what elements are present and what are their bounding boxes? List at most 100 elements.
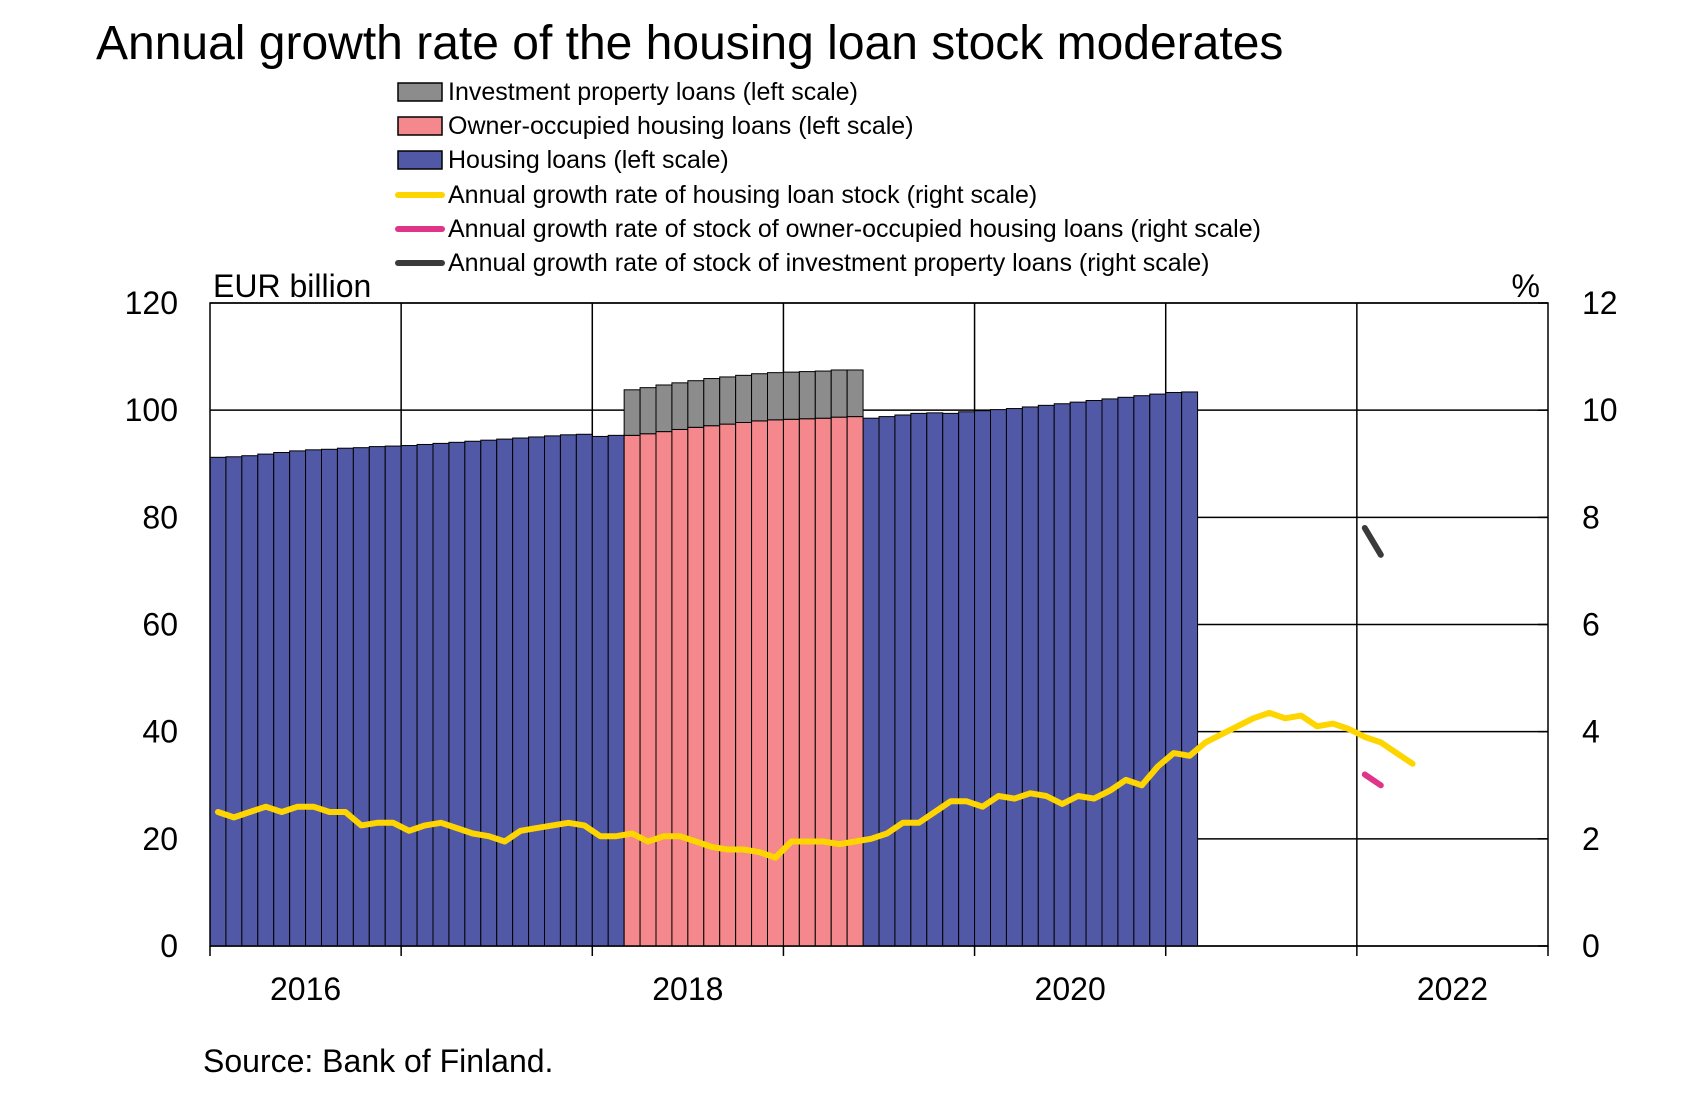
bar-owner-occupied bbox=[671, 428, 689, 947]
growth-lines bbox=[215, 525, 1416, 861]
axis-ticks: 0 0 20 2 40 4 60 6 80 8 100 10 120 12 2016 2018 2020 2022 bbox=[125, 285, 1618, 1007]
bar-housing-loans bbox=[1005, 408, 1023, 947]
right-tick-label: 4 bbox=[1582, 714, 1600, 750]
bar-housing-loans bbox=[990, 409, 1007, 947]
bar-owner-occupied bbox=[655, 431, 673, 947]
bar-investment-property bbox=[735, 374, 753, 423]
legend-label-housing-loans: Housing loans (left scale) bbox=[448, 146, 729, 174]
bar-housing-loans bbox=[416, 443, 434, 947]
bar-housing-loans bbox=[273, 451, 291, 947]
bar-housing-loans bbox=[878, 416, 896, 947]
bar-owner-occupied bbox=[767, 419, 784, 947]
right-tick-label: 8 bbox=[1582, 499, 1600, 535]
left-tick-label: 120 bbox=[125, 285, 178, 321]
legend-swatch-investment-property bbox=[397, 82, 443, 102]
legend-label-growth-housing: Annual growth rate of housing loan stock… bbox=[448, 181, 1037, 209]
right-tick-label: 10 bbox=[1582, 392, 1618, 428]
line-growth-owner-occupied bbox=[1361, 771, 1384, 789]
bar-investment-property bbox=[719, 376, 737, 425]
bar-housing-loans bbox=[464, 440, 482, 947]
bar-housing-loans bbox=[1181, 391, 1199, 947]
bar-housing-loans bbox=[974, 410, 991, 947]
bar-housing-loans bbox=[1165, 391, 1183, 947]
bar-housing-loans bbox=[1085, 400, 1103, 947]
bar-investment-property bbox=[623, 389, 641, 436]
bar-housing-loans bbox=[942, 412, 960, 947]
legend-label-growth-investment: Annual growth rate of stock of investmen… bbox=[448, 249, 1209, 277]
x-tick-label: 2018 bbox=[652, 971, 723, 1007]
bar-owner-occupied bbox=[719, 423, 737, 947]
left-tick-label: 40 bbox=[142, 714, 178, 750]
bar-investment-property bbox=[767, 372, 784, 421]
right-tick-label: 2 bbox=[1582, 821, 1600, 857]
left-tick-label: 60 bbox=[142, 607, 178, 643]
bar-housing-loans bbox=[544, 435, 561, 947]
line-growth-investment-property bbox=[1361, 525, 1384, 558]
bar-housing-loans bbox=[225, 456, 243, 947]
bar-investment-property bbox=[846, 369, 864, 418]
bar-investment-property bbox=[814, 370, 832, 419]
x-tick-label: 2022 bbox=[1417, 971, 1488, 1007]
bar-housing-loans bbox=[305, 449, 323, 947]
left-tick-label: 20 bbox=[142, 821, 178, 857]
left-tick-label: 0 bbox=[160, 928, 178, 964]
bar-owner-occupied bbox=[846, 416, 864, 947]
bar-investment-property bbox=[639, 387, 657, 435]
bar-housing-loans bbox=[1037, 404, 1055, 947]
bar-housing-loans bbox=[289, 450, 307, 947]
bar-housing-loans bbox=[894, 414, 912, 947]
bar-housing-loans bbox=[241, 455, 259, 947]
bar-investment-property bbox=[830, 369, 848, 418]
bar-housing-loans bbox=[910, 412, 928, 947]
bar-housing-loans bbox=[1101, 398, 1119, 947]
bar-housing-loans bbox=[400, 445, 418, 947]
bar-housing-loans bbox=[528, 436, 545, 947]
x-tick-label: 2020 bbox=[1035, 971, 1106, 1007]
bar-housing-loans bbox=[1021, 406, 1039, 947]
source-note: Source: Bank of Finland. bbox=[203, 1043, 553, 1079]
bar-housing-loans bbox=[1133, 395, 1151, 947]
bar-housing-loans bbox=[384, 445, 402, 947]
right-tick-label: 12 bbox=[1582, 285, 1618, 321]
legend-label-growth-owner-occupied: Annual growth rate of stock of owner-occ… bbox=[448, 215, 1261, 243]
right-axis-label: % bbox=[1512, 268, 1540, 304]
bar-housing-loans bbox=[257, 453, 275, 947]
bar-owner-occupied bbox=[830, 416, 848, 947]
bar-owner-occupied bbox=[782, 418, 800, 947]
bar-housing-loans bbox=[321, 448, 338, 947]
right-tick-label: 6 bbox=[1582, 607, 1600, 643]
bars bbox=[209, 369, 1199, 947]
bar-owner-occupied bbox=[798, 418, 816, 947]
left-tick-label: 100 bbox=[125, 392, 178, 428]
bar-housing-loans bbox=[1117, 396, 1135, 947]
bar-investment-property bbox=[782, 371, 800, 420]
bar-housing-loans bbox=[575, 433, 593, 947]
bar-investment-property bbox=[703, 378, 721, 427]
bar-investment-property bbox=[687, 380, 705, 428]
bar-investment-property bbox=[798, 371, 816, 420]
bar-housing-loans bbox=[352, 447, 370, 947]
bar-owner-occupied bbox=[814, 417, 832, 947]
bar-housing-loans bbox=[926, 412, 944, 947]
bar-owner-occupied bbox=[703, 425, 721, 947]
bar-owner-occupied bbox=[751, 420, 768, 947]
right-tick-label: 0 bbox=[1582, 928, 1600, 964]
bar-housing-loans bbox=[512, 437, 530, 947]
bar-housing-loans bbox=[559, 434, 577, 947]
legend-swatch-owner-occupied bbox=[397, 116, 443, 136]
bar-owner-occupied bbox=[639, 433, 657, 947]
bar-housing-loans bbox=[607, 434, 625, 947]
bar-housing-loans bbox=[432, 442, 450, 947]
bar-investment-property bbox=[655, 384, 673, 433]
legend: Investment property loans (left scale) O… bbox=[395, 78, 1261, 277]
bar-housing-loans bbox=[1069, 401, 1087, 947]
bar-owner-occupied bbox=[687, 426, 705, 947]
bar-owner-occupied bbox=[735, 421, 753, 947]
bar-housing-loans bbox=[209, 456, 227, 947]
legend-label-investment-property: Investment property loans (left scale) bbox=[448, 78, 858, 106]
bar-owner-occupied bbox=[623, 434, 641, 947]
bar-housing-loans bbox=[480, 439, 498, 947]
bar-housing-loans bbox=[862, 417, 880, 947]
legend-label-owner-occupied: Owner-occupied housing loans (left scale… bbox=[448, 112, 914, 140]
